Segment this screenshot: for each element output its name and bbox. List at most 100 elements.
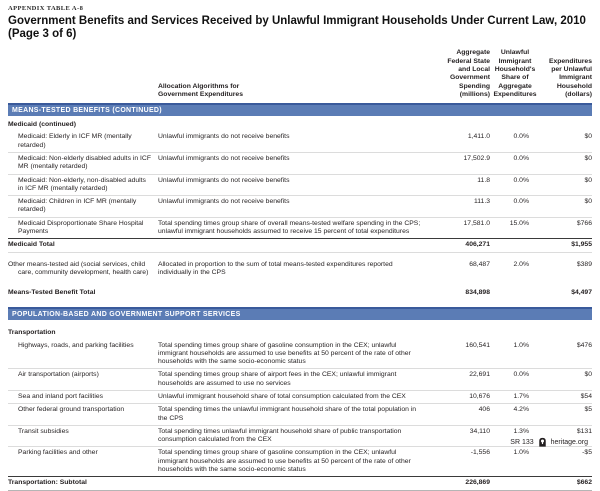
allocation-cell: Unlawful immigrants do not receive benef… xyxy=(158,176,290,184)
share-cell: 0.0% xyxy=(513,176,530,184)
table-row: Other means-tested aid (social services,… xyxy=(8,259,592,280)
column-header-spending: Aggregate Federal State and Local Govern… xyxy=(447,49,490,98)
table-row: Medicaid: Elderly in ICF MR (mentally re… xyxy=(8,131,592,153)
per-household-cell: $4,497 xyxy=(571,289,592,297)
share-cell: 1.7% xyxy=(513,393,530,401)
per-household-cell: $1,955 xyxy=(571,241,592,249)
per-household-cell: $0 xyxy=(584,371,592,379)
allocation-cell: Total spending times group share of gaso… xyxy=(158,341,411,366)
allocation-cell: Total spending times group share of gaso… xyxy=(158,449,411,473)
spending-cell: 22,691 xyxy=(469,371,490,379)
spending-cell: 68,487 xyxy=(469,260,490,268)
share-cell: 0.0% xyxy=(513,133,530,141)
transportation-subtotal-row: Transportation: Subtotal 226,869 $662 xyxy=(8,476,592,491)
allocation-cell: Total spending times group share of airp… xyxy=(158,371,397,387)
column-header-per-household: Expenditures per Unlawful Immigrant Hous… xyxy=(548,57,592,98)
share-cell: 1.0% xyxy=(513,449,530,457)
spending-cell: 406,271 xyxy=(465,241,490,249)
program-cell: Transit subsidies xyxy=(18,427,69,435)
spending-cell: 111.3 xyxy=(474,198,490,206)
per-household-cell: $0 xyxy=(584,154,592,162)
means-tested-benefit-total-row: Means-Tested Benefit Total 834,898 $4,49… xyxy=(8,287,592,299)
table-row: Parking facilities and other Total spend… xyxy=(8,447,592,476)
per-household-cell: $389 xyxy=(576,260,592,268)
share-cell: 0.0% xyxy=(513,198,530,206)
report-number: SR 133 xyxy=(510,438,534,446)
share-cell: 2.0% xyxy=(513,260,530,268)
total-label: Transportation: Subtotal xyxy=(8,479,87,487)
spending-cell: -1,556 xyxy=(470,449,490,457)
total-label: Medicaid Total xyxy=(8,241,55,249)
heritage-bell-tower-icon xyxy=(538,437,547,447)
medicaid-total-row: Medicaid Total 406,271 $1,955 xyxy=(8,238,592,253)
spending-cell: 11.8 xyxy=(477,176,490,184)
program-cell: Sea and inland port facilities xyxy=(18,393,104,401)
program-cell: Medicaid: Non-elderly, non-disabled adul… xyxy=(18,176,146,192)
program-cell: Other means-tested aid (social services,… xyxy=(8,260,149,276)
section-header-population-based: POPULATION-BASED AND GOVERNMENT SUPPORT … xyxy=(8,307,592,321)
share-cell: 4.2% xyxy=(513,406,530,414)
page-title: Government Benefits and Services Receive… xyxy=(8,15,586,41)
allocation-cell: Allocated in proportion to the sum of to… xyxy=(158,260,393,276)
spending-cell: 17,502.9 xyxy=(463,154,490,162)
share-cell: 1.0% xyxy=(513,341,530,349)
spending-cell: 17,581.0 xyxy=(463,219,490,227)
program-cell: Other federal ground transportation xyxy=(18,406,125,414)
allocation-cell: Unlawful immigrants do not receive benef… xyxy=(158,154,290,162)
column-header-allocation: Allocation Algorithms for Government Exp… xyxy=(158,82,243,98)
allocation-cell: Unlawful immigrants do not receive benef… xyxy=(158,198,290,206)
group-subheading-transportation: Transportation xyxy=(8,327,592,339)
share-cell: 15.0% xyxy=(509,219,529,227)
per-household-cell: $0 xyxy=(584,198,592,206)
table-row: Other federal ground transportation Tota… xyxy=(8,404,592,426)
table-row: Medicaid: Children in ICF MR (mentally r… xyxy=(8,196,592,218)
per-household-cell: $662 xyxy=(576,479,592,487)
per-household-cell: $476 xyxy=(576,341,592,349)
site-label: heritage.org xyxy=(550,438,588,446)
subheading-label: Medicaid (continued) xyxy=(8,121,76,129)
allocation-cell: Unlawful immigrant household share of to… xyxy=(158,393,406,401)
subheading-label: Transportation xyxy=(8,329,56,337)
table-row: Medicaid: Non-elderly disabled adults in… xyxy=(8,153,592,175)
spending-cell: 34,110 xyxy=(469,427,490,435)
table-row: Medicaid: Non-elderly, non-disabled adul… xyxy=(8,175,592,197)
program-cell: Medicaid: Children in ICF MR (mentally r… xyxy=(18,198,137,214)
spending-cell: 406 xyxy=(478,406,490,414)
allocation-cell: Unlawful immigrants do not receive benef… xyxy=(158,133,290,141)
table-row: Air transportation (airports) Total spen… xyxy=(8,369,592,392)
table-row: Transit subsidies Total spending times u… xyxy=(8,426,592,448)
allocation-cell: Total spending times group share of over… xyxy=(158,219,421,235)
per-household-cell: -$5 xyxy=(582,449,592,457)
column-header-program xyxy=(8,97,158,103)
program-cell: Medicaid: Non-elderly disabled adults in… xyxy=(18,154,151,171)
per-household-cell: $766 xyxy=(576,219,592,227)
table-row: Medicaid Disproportionate Share Hospital… xyxy=(8,218,592,239)
share-cell: 0.0% xyxy=(513,154,530,162)
group-subheading-medicaid: Medicaid (continued) xyxy=(8,119,592,131)
total-label: Means-Tested Benefit Total xyxy=(8,289,96,297)
table-row: Highways, roads, and parking facilities … xyxy=(8,340,592,370)
per-household-cell: $0 xyxy=(584,133,592,141)
per-household-cell: $5 xyxy=(584,406,592,414)
spending-cell: 1,411.0 xyxy=(467,133,490,141)
table-header-row: Allocation Algorithms for Government Exp… xyxy=(8,47,592,103)
per-household-cell: $131 xyxy=(576,427,592,435)
share-cell: 0.0% xyxy=(513,371,530,379)
appendix-table-label: APPENDIX TABLE A-8 xyxy=(8,5,84,12)
spending-cell: 160,541 xyxy=(465,341,490,349)
spending-cell: 226,869 xyxy=(465,479,490,487)
program-cell: Air transportation (airports) xyxy=(18,371,99,379)
share-cell: 1.3% xyxy=(513,427,530,435)
page-footer: SR 133 heritage.org xyxy=(510,437,588,447)
section-header-means-tested: MEANS-TESTED BENEFITS (CONTINUED) xyxy=(8,103,592,117)
per-household-cell: $0 xyxy=(584,176,592,184)
column-header-share: Unlawful Immigrant Household's Share of … xyxy=(493,49,537,98)
table-row: Sea and inland port facilities Unlawful … xyxy=(8,391,592,405)
program-cell: Medicaid Disproportionate Share Hospital… xyxy=(18,219,144,235)
spending-cell: 834,898 xyxy=(465,289,490,297)
allocation-cell: Total spending times the unlawful immigr… xyxy=(158,406,417,422)
program-cell: Highways, roads, and parking facilities xyxy=(18,341,134,349)
spending-cell: 10,676 xyxy=(469,393,490,401)
allocation-cell: Total spending times unlawful immigrant … xyxy=(158,427,402,444)
